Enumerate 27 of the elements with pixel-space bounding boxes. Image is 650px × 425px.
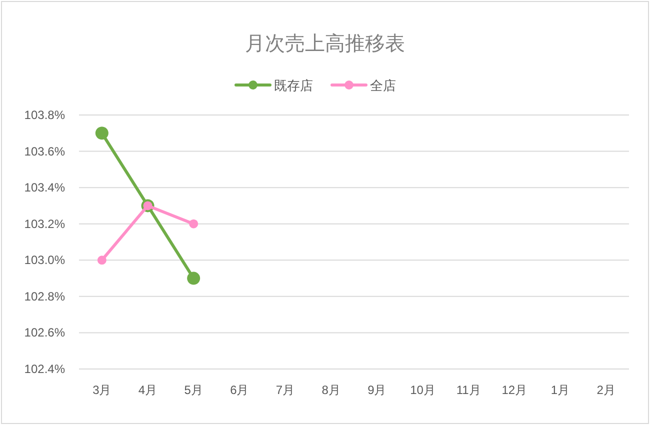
- y-tick-label: 103.6%: [24, 144, 66, 158]
- x-tick-label: 10月: [410, 383, 436, 397]
- x-tick-label: 9月: [368, 383, 386, 397]
- point: [95, 126, 108, 140]
- point: [187, 272, 200, 285]
- y-tick-label: 103.8%: [24, 108, 66, 122]
- x-tick-label: 7月: [276, 383, 295, 397]
- y-tick-label: 102.8%: [24, 289, 66, 304]
- y-tick-label: 103.0%: [24, 253, 66, 268]
- x-tick-label: 4月: [138, 383, 158, 397]
- x-tick-label: 8月: [322, 383, 340, 397]
- x-tick-label: 2月: [596, 383, 616, 397]
- chart-title: 月次売上高推移表: [245, 32, 405, 55]
- legend-label: 既存店: [274, 78, 313, 93]
- legend-label: 全店: [370, 78, 396, 93]
- x-tick-label: 5月: [184, 383, 203, 397]
- y-tick-label: 103.2%: [24, 216, 66, 231]
- x-tick-label: 12月: [502, 383, 528, 397]
- y-tick-label: 102.4%: [24, 362, 66, 376]
- x-tick-label: 1月: [550, 383, 570, 397]
- point: [189, 219, 198, 228]
- x-tick-label: 11月: [456, 383, 481, 397]
- point: [97, 256, 106, 265]
- y-tick-label: 103.4%: [24, 180, 66, 195]
- x-tick-label: 3月: [92, 383, 112, 397]
- y-tick-label: 102.6%: [24, 326, 66, 340]
- x-tick-label: 6月: [230, 383, 249, 397]
